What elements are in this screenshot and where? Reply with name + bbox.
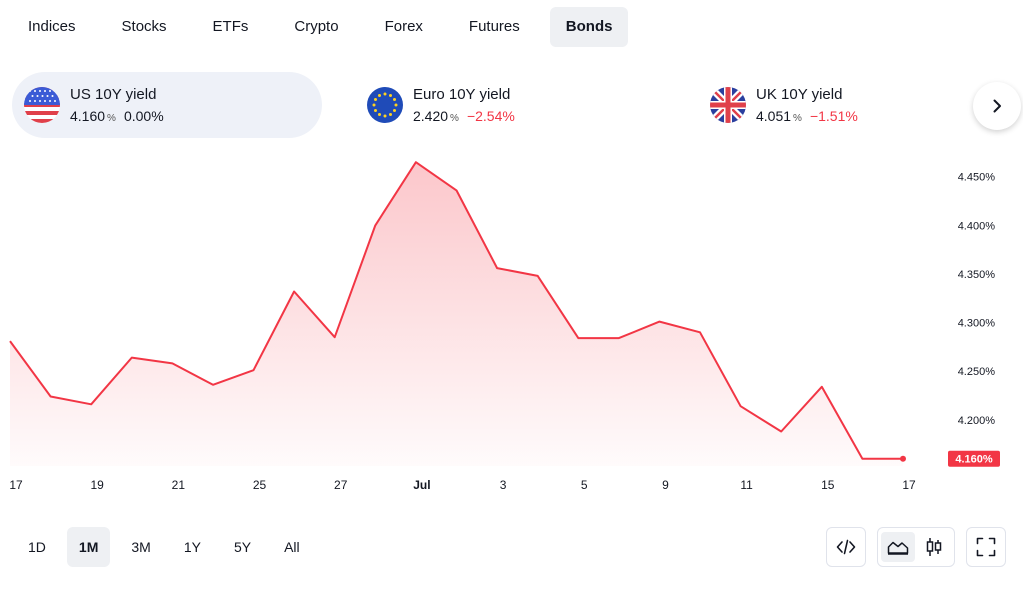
tab-bonds[interactable]: Bonds [549,6,629,47]
card-change: −2.54% [466,108,515,124]
candlestick-chart-button[interactable] [917,532,951,562]
card-change: −1.51% [809,108,858,124]
chevron-right-icon [993,99,1001,113]
y-tick-label: 4.450% [958,172,996,184]
y-tick-label: 4.400% [958,220,996,232]
candlestick-chart-icon [926,538,942,556]
x-tick-label: 25 [253,478,267,492]
x-tick-label: 17 [9,478,23,492]
card-value: 4.051% [756,108,802,124]
card-value: 2.420% [413,108,459,124]
card-name: US 10Y yield [70,86,157,103]
range-5y[interactable]: 5Y [233,539,252,555]
card-value: 4.160% [70,108,116,124]
x-tick-label: 17 [902,478,916,492]
tab-forex[interactable]: Forex [384,18,423,35]
tab-futures[interactable]: Futures [468,18,520,35]
card-name: UK 10Y yield [756,86,843,103]
x-tick-label: 5 [581,478,588,492]
area-chart-icon [887,541,909,555]
symbol-cards: US 10Y yield 4.160% 0.00% Euro 10Y yield… [12,72,1022,138]
market-tabs: Indices Stocks ETFs Crypto Forex Futures… [12,6,642,47]
range-all[interactable]: All [284,539,300,555]
tab-stocks[interactable]: Stocks [121,18,167,35]
card-name: Euro 10Y yield [413,86,511,103]
tab-etfs[interactable]: ETFs [212,18,249,35]
x-tick-label: 9 [662,478,669,492]
eu-flag-icon [367,87,403,123]
last-value-label: 4.160% [955,454,993,466]
next-cards-button[interactable] [973,82,1021,130]
x-tick-label: 21 [172,478,186,492]
range-1m[interactable]: 1M [66,527,111,567]
range-selector: 1D 1M 3M 1Y 5Y All [16,527,321,567]
range-3m[interactable]: 3M [131,539,151,555]
card-change: 0.00% [123,108,164,124]
x-tick-label: Jul [413,478,430,492]
fullscreen-icon [976,537,996,557]
range-1y[interactable]: 1Y [183,539,201,555]
us-flag-icon [24,87,60,123]
x-tick-label: 15 [821,478,835,492]
uk-flag-icon [710,87,746,123]
yield-chart[interactable]: 4.450% 4.400% 4.350% 4.300% 4.250% 4.200% 4.16… [0,150,1023,500]
y-tick-label: 4.200% [958,415,996,427]
chart-style-group [877,527,955,567]
embed-button[interactable] [826,527,866,567]
series-area-fill [10,162,903,466]
x-tick-label: 19 [91,478,105,492]
x-tick-label: 3 [500,478,507,492]
area-chart-button[interactable] [881,532,915,562]
series-line [9,161,903,460]
y-tick-label: 4.350% [958,269,996,281]
last-value-badge [948,450,1000,467]
fullscreen-button[interactable] [966,527,1006,567]
y-tick-label: 4.250% [958,366,996,378]
last-point-marker [900,455,906,462]
tab-indices[interactable]: Indices [28,18,76,35]
card-euro-10y[interactable]: Euro 10Y yield 2.420% −2.54% [355,72,665,138]
card-us-10y[interactable]: US 10Y yield 4.160% 0.00% [12,72,322,138]
embed-code-icon [836,539,856,555]
y-tick-label: 4.300% [958,318,996,330]
x-tick-label: 27 [334,478,348,492]
tab-crypto[interactable]: Crypto [294,18,339,35]
card-uk-10y[interactable]: UK 10Y yield 4.051% −1.51% [698,72,1008,138]
x-tick-label: 11 [740,478,753,492]
range-1d[interactable]: 1D [28,539,46,555]
